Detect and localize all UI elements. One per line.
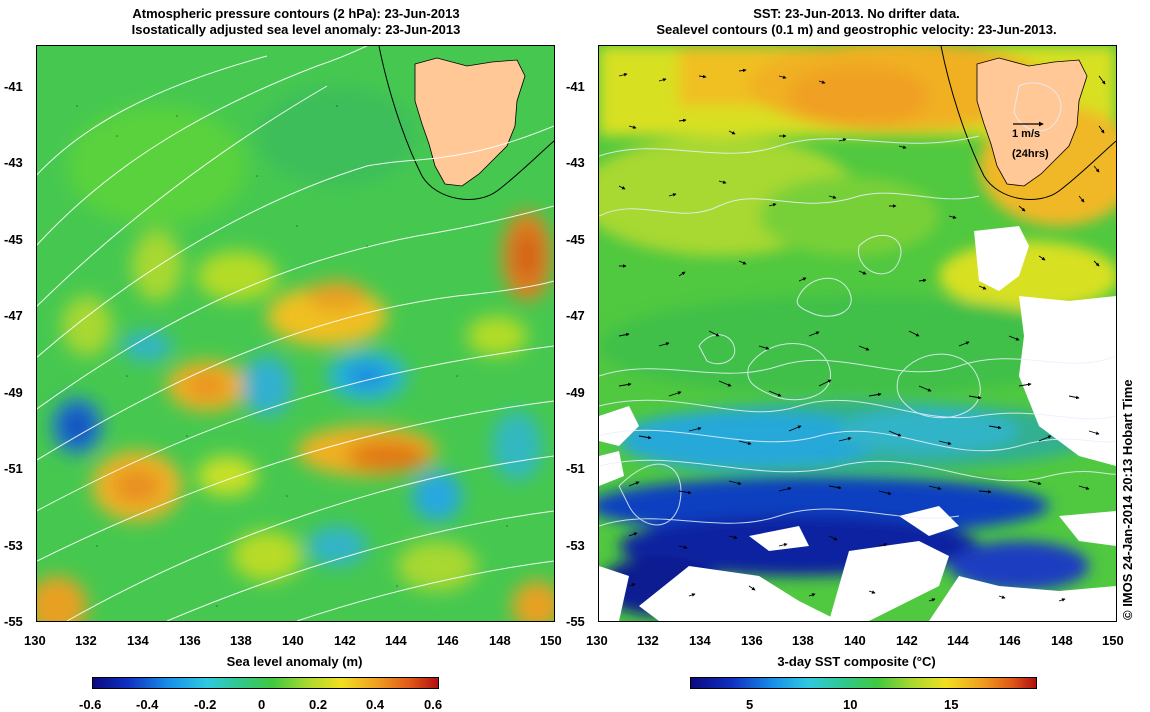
lon-tick-left: 142 (334, 633, 356, 648)
lat-tick-left: -43 (4, 155, 23, 170)
lon-tick-left: 130 (24, 633, 46, 648)
lat-tick-right: -41 (566, 79, 585, 94)
lon-tick-left: 140 (282, 633, 304, 648)
lat-tick-right: -55 (566, 614, 585, 629)
lon-tick-right: 136 (741, 633, 763, 648)
left-title-line2: Isostatically adjusted sea level anomaly… (131, 22, 461, 37)
sla-colorbar-tick: -0.2 (194, 697, 217, 712)
lon-tick-right: 148 (1051, 633, 1073, 648)
lon-tick-left: 136 (179, 633, 201, 648)
sst-colorbar-tick: 10 (843, 697, 858, 712)
lon-tick-left: 144 (385, 633, 407, 648)
sla-colorbar (92, 677, 439, 689)
lon-tick-right: 138 (792, 633, 814, 648)
lon-tick-right: 142 (896, 633, 918, 648)
lon-tick-right: 130 (586, 633, 608, 648)
lon-tick-right: 150 (1102, 633, 1124, 648)
left-title-line1: Atmospheric pressure contours (2 hPa): 2… (132, 6, 460, 21)
lat-tick-right: -47 (566, 308, 585, 323)
lon-tick-left: 150 (540, 633, 562, 648)
lon-tick-left: 132 (75, 633, 97, 648)
lon-tick-left: 148 (489, 633, 511, 648)
lon-tick-right: 134 (689, 633, 711, 648)
lat-tick-left: -53 (4, 538, 23, 553)
lat-tick-left: -45 (4, 232, 23, 247)
sst-colorbar-tick: 15 (944, 697, 959, 712)
lon-tick-left: 134 (127, 633, 149, 648)
lat-tick-right: -53 (566, 538, 585, 553)
sla-colorbar-tick: -0.4 (136, 697, 159, 712)
lat-tick-right: -49 (566, 385, 585, 400)
sla-colorbar-tick: 0.6 (424, 697, 443, 712)
sst-colorbar (690, 677, 1037, 689)
lat-tick-right: -43 (566, 155, 585, 170)
lon-tick-left: 138 (230, 633, 252, 648)
sla-axis-label: Sea level anomaly (m) (226, 654, 363, 669)
sla-map (36, 45, 555, 622)
right-title-line2: Sealevel contours (0.1 m) and geostrophi… (656, 22, 1057, 37)
right-title-line1: SST: 23-Jun-2013. No drifter data. (753, 6, 960, 21)
sla-colorbar-tick: 0 (258, 697, 266, 712)
lat-tick-right: -51 (566, 461, 585, 476)
lat-tick-left: -55 (4, 614, 23, 629)
lon-tick-right: 146 (999, 633, 1021, 648)
lon-tick-right: 140 (844, 633, 866, 648)
vector-scale-label: 1 m/s (1012, 128, 1041, 140)
sst-colorbar-tick: 5 (746, 697, 754, 712)
sla-colorbar-tick: -0.6 (79, 697, 102, 712)
sst-axis-label: 3-day SST composite (°C) (777, 654, 936, 669)
lat-tick-left: -47 (4, 308, 23, 323)
vector-scale-note: (24hrs) (1012, 148, 1049, 160)
lon-tick-right: 132 (637, 633, 659, 648)
sla-colorbar-tick: 0.2 (309, 697, 328, 712)
lat-tick-left: -49 (4, 385, 23, 400)
sla-colorbar-tick: 0.4 (366, 697, 385, 712)
lat-tick-right: -45 (566, 232, 585, 247)
lon-tick-left: 146 (437, 633, 459, 648)
lat-tick-left: -51 (4, 461, 23, 476)
credit-text: © IMOS 24-Jan-2014 20:13 Hobart Time (1120, 379, 1135, 620)
lat-tick-left: -41 (4, 79, 23, 94)
sst-map (598, 45, 1117, 622)
lon-tick-right: 144 (947, 633, 969, 648)
